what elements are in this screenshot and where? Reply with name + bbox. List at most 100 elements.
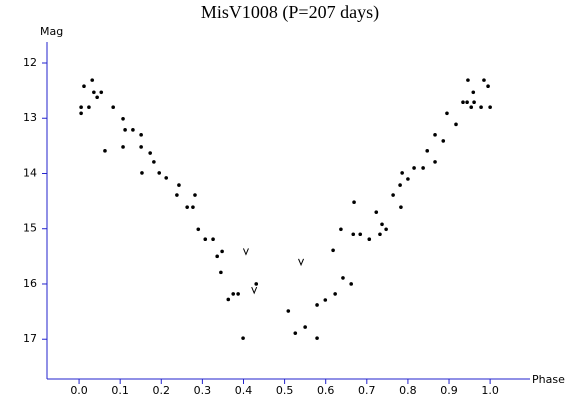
data-point xyxy=(465,100,469,105)
data-point xyxy=(241,336,245,340)
y-tick-label: 14 xyxy=(23,166,37,179)
data-point xyxy=(103,149,107,153)
data-point xyxy=(400,171,404,175)
x-axis-label: Phase xyxy=(532,373,565,386)
data-point xyxy=(177,183,181,187)
data-point xyxy=(293,331,298,335)
data-point xyxy=(95,95,99,100)
y-tick-label: 16 xyxy=(23,277,37,290)
data-point xyxy=(331,248,335,253)
data-point xyxy=(399,205,403,209)
data-point xyxy=(351,232,356,237)
data-point xyxy=(211,237,215,242)
data-point xyxy=(341,276,345,280)
data-point xyxy=(99,90,104,95)
data-point xyxy=(461,100,465,105)
data-point xyxy=(157,171,162,175)
x-tick-label: 0.4 xyxy=(235,384,253,397)
x-tick-label: 0.5 xyxy=(276,384,294,397)
data-point xyxy=(220,249,224,254)
data-point xyxy=(454,122,458,127)
data-point xyxy=(378,232,382,237)
data-point xyxy=(441,139,446,143)
data-point xyxy=(140,171,144,175)
limit-marker xyxy=(242,248,249,256)
data-point xyxy=(193,193,197,197)
x-tick-label: 0.6 xyxy=(317,384,335,397)
x-tick-label: 0.2 xyxy=(153,384,171,397)
data-point xyxy=(286,309,291,313)
data-point xyxy=(185,205,189,209)
x-tick-label: 0.8 xyxy=(399,384,417,397)
y-tick-label: 15 xyxy=(23,222,37,235)
data-point xyxy=(425,149,430,153)
data-point xyxy=(203,237,208,242)
data-point xyxy=(380,222,384,227)
y-tick-label: 12 xyxy=(23,56,37,69)
x-tick-label: 1.0 xyxy=(481,384,499,397)
y-tick-label: 13 xyxy=(23,111,37,124)
data-point xyxy=(339,227,343,232)
x-tick-label: 0.7 xyxy=(358,384,376,397)
data-point xyxy=(152,160,156,164)
data-point xyxy=(406,177,410,181)
data-point xyxy=(123,128,127,132)
data-point xyxy=(472,100,476,105)
data-point xyxy=(139,133,143,137)
limit-marker xyxy=(251,286,258,295)
data-point xyxy=(391,193,395,197)
data-point xyxy=(254,282,259,286)
data-point xyxy=(433,133,437,137)
data-point xyxy=(352,200,356,205)
data-point xyxy=(421,166,425,170)
data-point xyxy=(121,145,125,149)
data-point xyxy=(466,78,470,82)
data-point xyxy=(82,84,86,88)
data-point xyxy=(333,292,337,296)
data-point xyxy=(87,105,91,109)
limit-marker xyxy=(298,258,304,267)
y-axis-label: Mag xyxy=(40,25,63,38)
data-point xyxy=(358,232,363,237)
data-point xyxy=(236,292,240,296)
x-tick-label: 0.1 xyxy=(111,384,129,397)
data-point xyxy=(131,128,135,132)
data-point xyxy=(445,111,449,116)
data-point xyxy=(219,270,223,275)
data-point xyxy=(111,105,115,109)
data-point xyxy=(191,205,195,209)
data-point xyxy=(323,298,328,302)
data-point xyxy=(488,105,492,109)
data-point xyxy=(349,282,353,286)
y-tick-label: 17 xyxy=(23,332,37,345)
data-point xyxy=(215,254,219,259)
data-point xyxy=(92,90,96,95)
data-point xyxy=(479,105,483,109)
chart-title: MisV1008 (P=207 days) xyxy=(201,2,379,23)
data-point xyxy=(433,160,437,164)
data-point xyxy=(231,292,236,296)
x-tick-label: 0.9 xyxy=(440,384,458,397)
data-point xyxy=(196,227,201,232)
data-point xyxy=(175,193,179,197)
data-point xyxy=(486,84,490,88)
data-point xyxy=(139,145,143,149)
data-point xyxy=(471,90,476,95)
data-point xyxy=(226,297,231,302)
data-point xyxy=(121,116,125,121)
data-point xyxy=(374,210,379,214)
data-point xyxy=(79,105,83,109)
data-point xyxy=(367,237,372,242)
data-point xyxy=(303,325,307,329)
data-point xyxy=(315,336,319,340)
data-point xyxy=(398,183,402,187)
data-point xyxy=(469,105,474,109)
data-point xyxy=(90,78,95,82)
data-point xyxy=(315,303,319,307)
x-tick-label: 0.3 xyxy=(194,384,212,397)
data-point xyxy=(412,166,416,170)
data-point xyxy=(482,78,486,82)
data-point xyxy=(164,176,169,180)
data-point xyxy=(384,227,388,232)
